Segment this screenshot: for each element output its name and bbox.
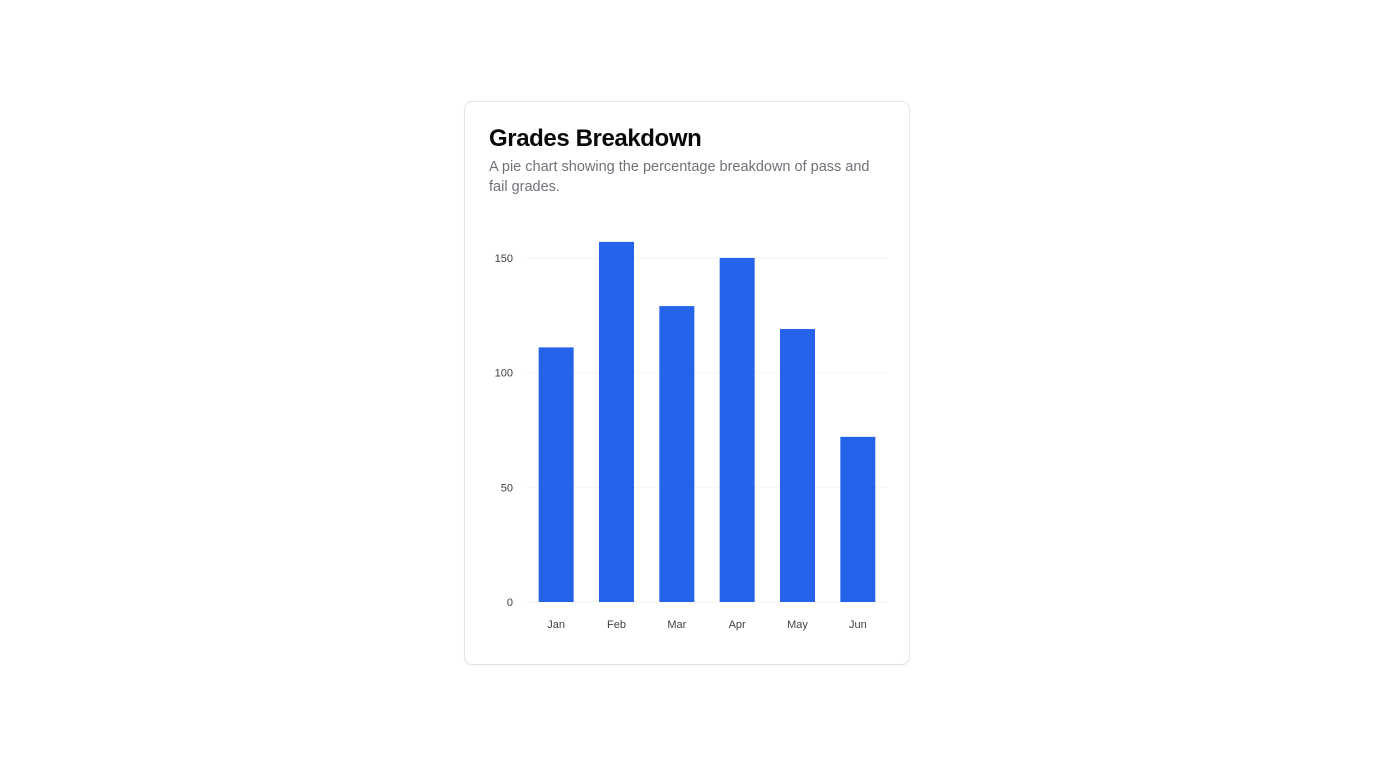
x-axis-ticks: Jan Feb Mar Apr May Jun <box>547 619 866 631</box>
bar-feb[interactable] <box>599 241 634 602</box>
bars <box>538 241 876 602</box>
card-title: Grades Breakdown <box>489 125 702 152</box>
bar-jun[interactable] <box>840 436 876 602</box>
grid-lines <box>526 257 888 603</box>
bar-may[interactable] <box>780 329 815 602</box>
x-tick-label-jan: Jan <box>547 619 565 631</box>
x-tick-label-apr: Apr <box>729 619 746 631</box>
y-tick-label: 0 <box>507 597 513 609</box>
bar-mar[interactable] <box>659 306 695 602</box>
y-tick-label: 150 <box>495 253 513 265</box>
bar-jan[interactable] <box>538 347 574 602</box>
y-tick-label: 50 <box>501 482 513 494</box>
x-tick-label-may: May <box>787 619 808 631</box>
x-tick-label-feb: Feb <box>607 619 626 631</box>
x-tick-label-mar: Mar <box>667 619 686 631</box>
x-tick-label-jun: Jun <box>849 619 867 631</box>
chart-card: Grades Breakdown A pie chart showing the… <box>464 101 910 665</box>
bar-apr[interactable] <box>719 257 755 602</box>
card-description: A pie chart showing the percentage break… <box>489 159 870 195</box>
bar-chart: 0 50 100 150 Jan Feb Mar Apr May Jun <box>495 241 888 631</box>
y-axis-ticks: 0 50 100 150 <box>495 253 513 609</box>
y-tick-label: 100 <box>495 368 513 380</box>
